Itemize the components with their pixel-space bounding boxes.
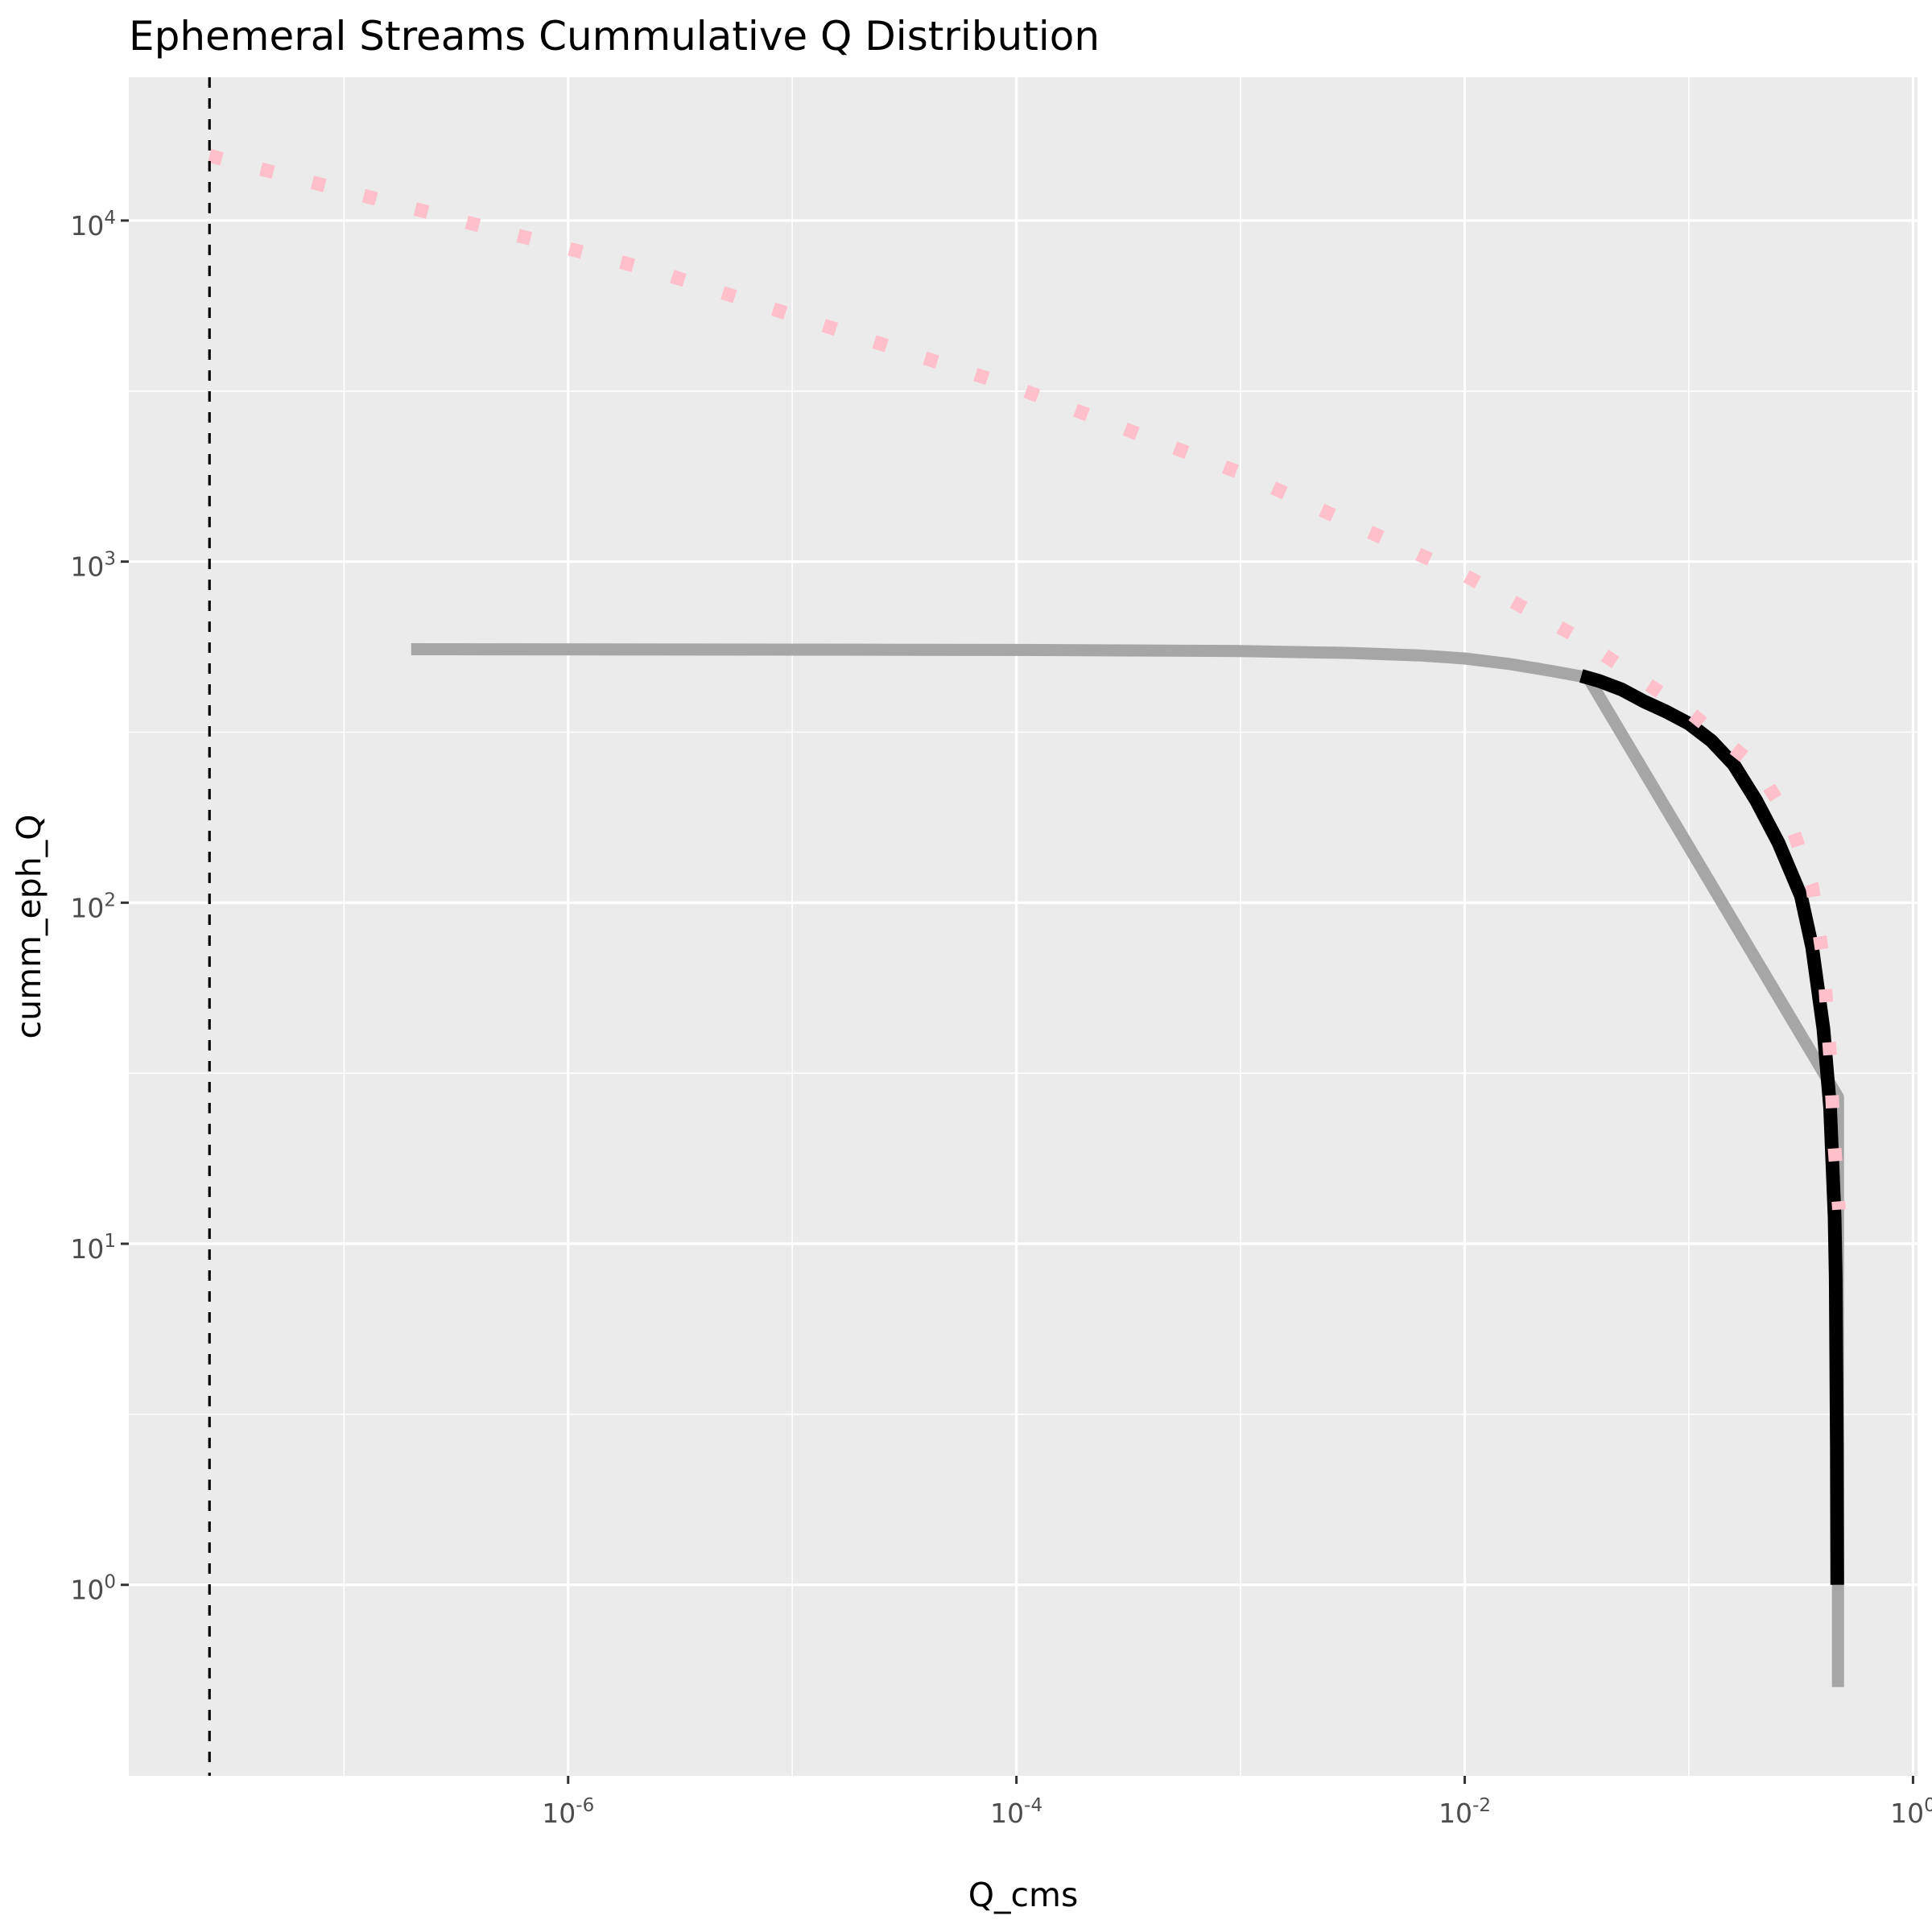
x-axis-title: Q_cms (968, 1876, 1079, 1914)
y-tick-label: 103 (70, 549, 116, 583)
grid-minor (129, 77, 1918, 1776)
y-tick-label: 102 (70, 890, 116, 923)
x-tick-label: 10-4 (990, 1795, 1042, 1829)
y-tick-label: 100 (70, 1572, 116, 1606)
y-axis-ticks: 100 101 102 103 104 (70, 208, 129, 1606)
series-layer (208, 149, 1846, 1687)
x-tick-label: 10-6 (542, 1795, 594, 1829)
y-tick-label: 104 (70, 208, 116, 242)
plot-panel (129, 77, 1918, 1776)
y-axis-title: cumm_eph_Q (10, 815, 48, 1039)
y-tick-label: 101 (70, 1231, 116, 1265)
x-tick-label: 10-2 (1439, 1795, 1491, 1829)
chart-title: Ephemeral Streams Cummulative Q Distribu… (129, 13, 1100, 60)
grid-major (129, 77, 1918, 1776)
series-line-gray-curve (411, 643, 1844, 1687)
series-line-black-curve (1579, 669, 1844, 1585)
x-tick-label: 100 (1890, 1795, 1932, 1829)
x-axis-ticks: 10-6 10-4 10-2 100 (542, 1776, 1932, 1829)
